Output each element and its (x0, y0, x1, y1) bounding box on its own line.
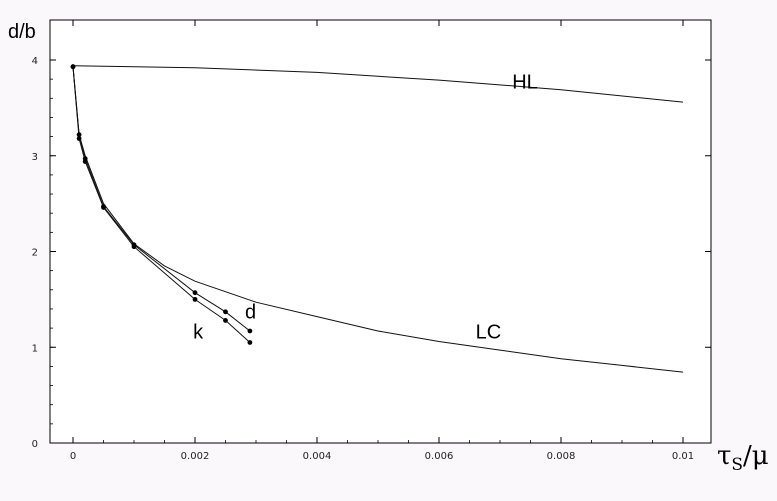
point-d (192, 290, 198, 296)
y-tick-label: 2 (32, 248, 38, 259)
point-k (82, 159, 88, 164)
x-tick-label: 0.004 (303, 451, 332, 462)
point-d (247, 328, 253, 334)
series-k (72, 66, 251, 343)
x-axis-title-sub: S (731, 455, 743, 475)
x-axis-title-main: τ (717, 441, 731, 471)
tick-marks (50, 20, 711, 444)
x-tick-label: 0.01 (672, 451, 694, 462)
point-k (192, 296, 198, 302)
x-tick-label: 0.006 (425, 451, 454, 462)
y-axis-title: d/b (8, 21, 36, 43)
data-points (70, 64, 253, 345)
y-tick-label: 4 (32, 56, 38, 67)
series-HL (72, 65, 684, 103)
series-LC (72, 66, 684, 373)
point-k (76, 136, 82, 141)
x-tick-label: 0.008 (547, 451, 576, 462)
y-tick-label: 1 (32, 343, 38, 354)
point-d (76, 132, 82, 138)
point-k (101, 205, 106, 210)
point-k (223, 318, 228, 323)
annotation-HL: HL (512, 72, 538, 94)
x-tick-label: 0 (70, 451, 76, 462)
plot-frame (49, 19, 712, 444)
y-tick-label: 3 (32, 152, 38, 163)
y-tick-label: 0 (32, 439, 38, 450)
annotation-d: d (245, 302, 256, 324)
point-k (247, 340, 253, 345)
x-axis-title: τS/μ (717, 441, 769, 475)
x-axis-title-rest: /μ (743, 441, 769, 471)
curve-annotations: HL LC d k (193, 72, 538, 344)
tick-labels: 0 0.002 0.004 0.006 0.008 0.01 0 1 2 3 4 (32, 56, 695, 462)
annotation-k: k (193, 322, 204, 344)
point-k (131, 244, 137, 250)
x-tick-label: 0.002 (181, 451, 210, 462)
point-k (70, 64, 76, 70)
annotation-LC: LC (476, 322, 502, 344)
point-d (223, 309, 228, 315)
